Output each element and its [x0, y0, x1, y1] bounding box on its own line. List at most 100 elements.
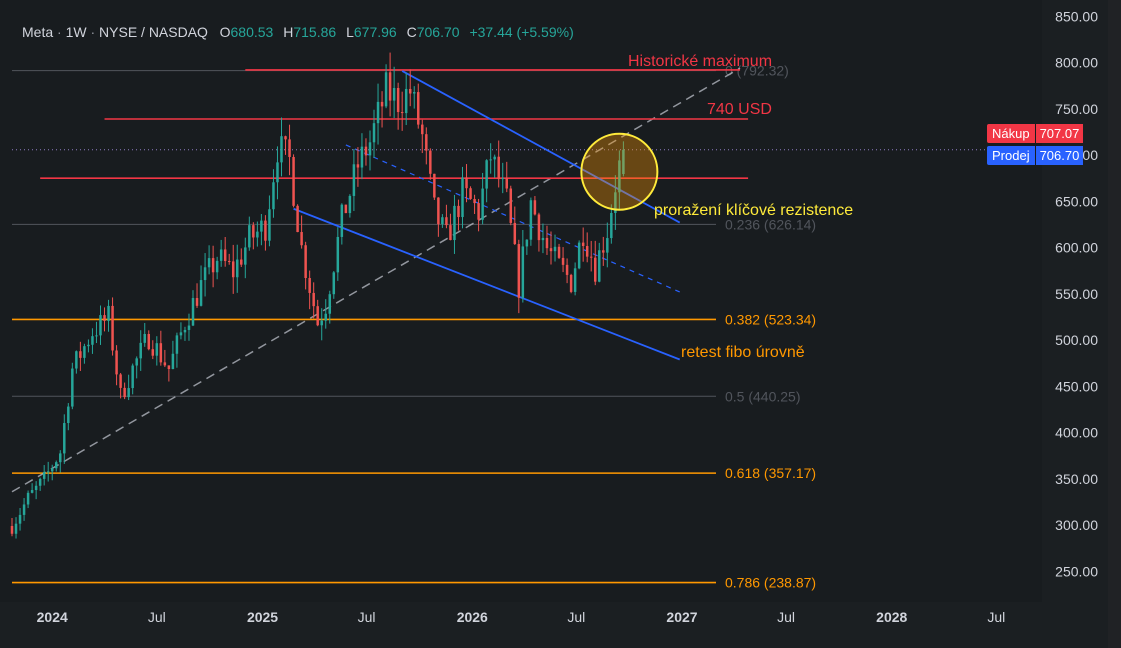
candle-body [533, 200, 537, 215]
candle-body [485, 160, 488, 189]
candle-body [219, 249, 223, 261]
candle [441, 214, 444, 228]
candle [320, 308, 323, 341]
candle-body [469, 188, 472, 199]
x-tick-label: 2027 [666, 609, 697, 625]
low-value: 677.96 [353, 24, 397, 40]
candle-body [589, 256, 593, 258]
candle-body [143, 333, 146, 343]
candle [135, 356, 138, 379]
candle-body [99, 315, 102, 336]
fib-level-label: 0.382 (523.34) [725, 311, 816, 327]
candle [328, 290, 332, 324]
candle [79, 341, 82, 371]
candle [481, 172, 484, 225]
candle [509, 185, 513, 226]
candle [577, 240, 581, 270]
candle-body [445, 217, 448, 226]
close-value: 706.70 [416, 24, 460, 40]
candle-body [103, 315, 106, 321]
candle-body [541, 237, 545, 241]
x-tick-label: Jul [358, 609, 376, 625]
candle-body [183, 329, 187, 333]
candle-body [598, 250, 601, 282]
candle [348, 194, 352, 218]
y-tick-label: 650.00 [1055, 193, 1098, 209]
candle [573, 262, 577, 296]
buy-price-tag: Nákup 707.07 [987, 124, 1084, 143]
candle-body [344, 204, 348, 214]
axes[interactable]: 250.00 300.00 350.00 400.00 450.00 500.00 550.… [37, 8, 1099, 625]
candle-body [139, 342, 142, 359]
candle [284, 135, 287, 155]
candle [111, 297, 114, 356]
candle-body [272, 182, 275, 210]
sell-price-tag: Prodej 706.70 [987, 146, 1084, 165]
candle-body [199, 280, 203, 306]
candle-body [593, 257, 597, 282]
candle [485, 159, 488, 203]
candle-body [610, 212, 613, 239]
candle [565, 258, 569, 284]
candle-body [268, 209, 271, 241]
candle-body [493, 156, 496, 160]
candle [63, 414, 66, 464]
candle [71, 362, 74, 410]
drawing-lines[interactable] [11, 67, 1042, 493]
candle-body [449, 225, 452, 241]
candle-body [517, 244, 521, 298]
candle [457, 199, 460, 231]
candle-body [215, 260, 219, 273]
candle [404, 73, 408, 126]
candle-body [376, 101, 380, 124]
candle-body [83, 346, 86, 358]
fib-level-label: 0.236 (626.14) [725, 216, 816, 232]
candle [215, 256, 219, 280]
candle [244, 237, 247, 279]
candle-body [364, 146, 368, 156]
candle [115, 345, 118, 386]
candle-body [400, 112, 404, 114]
candle-body [107, 305, 110, 321]
candle [22, 498, 26, 521]
candle-body [296, 205, 299, 233]
candle [34, 481, 38, 500]
buy-value: 707.07 [1035, 124, 1084, 143]
candle [332, 271, 336, 299]
candle-body [115, 350, 118, 375]
candle-body [308, 278, 311, 293]
candle [260, 214, 263, 246]
candle [618, 150, 621, 210]
sell-label: Prodej [987, 146, 1035, 165]
candle [127, 374, 130, 401]
candle [99, 305, 102, 345]
candle-body [292, 156, 295, 206]
candle [207, 245, 211, 275]
trendline [11, 67, 741, 493]
candle [312, 282, 315, 319]
candle [372, 109, 376, 158]
candlestick-series [10, 52, 625, 539]
close-label: C [406, 24, 417, 40]
candle [581, 227, 585, 262]
candle-body [429, 150, 432, 174]
candle-body [211, 258, 215, 273]
candle [155, 336, 159, 366]
candle [163, 349, 167, 368]
candle-body [384, 72, 388, 107]
candle [400, 91, 404, 131]
annotations[interactable]: Historické maximum 740 USD proražení klíčo… [580, 53, 853, 361]
candle [513, 206, 517, 246]
candle-body [618, 160, 621, 193]
candle [91, 328, 94, 354]
candle-body [304, 245, 307, 279]
candle-body [276, 162, 279, 183]
candle [231, 244, 235, 294]
interval[interactable]: 1W [65, 24, 87, 40]
candle [227, 253, 231, 265]
symbol-legend: Meta · 1W · NYSE / NASDAQ O680.53 H715.8… [22, 24, 574, 40]
symbol-name[interactable]: Meta [22, 24, 54, 40]
